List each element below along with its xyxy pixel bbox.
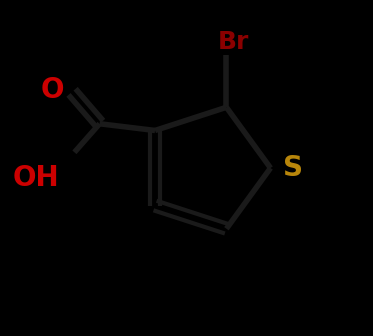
Text: O: O [40, 76, 64, 104]
Text: Br: Br [217, 30, 249, 53]
Text: OH: OH [13, 164, 59, 192]
Text: S: S [283, 154, 303, 182]
